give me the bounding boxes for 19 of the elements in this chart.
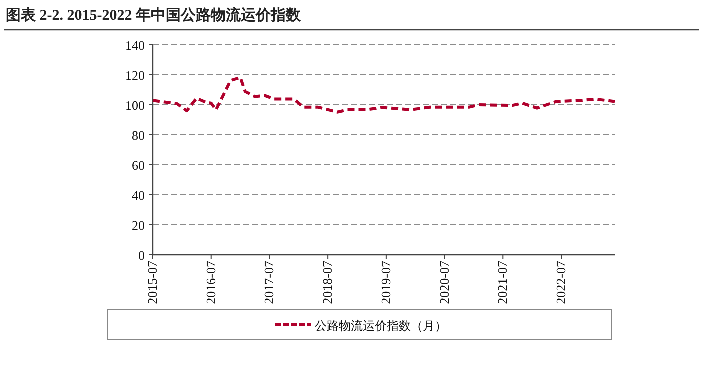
- x-tick-label: 2021-07: [495, 260, 510, 304]
- y-tick-label: 140: [126, 38, 145, 53]
- x-tick-label: 2016-07: [203, 260, 218, 304]
- x-tick-label: 2022-07: [554, 260, 569, 304]
- x-tick-label: 2017-07: [262, 260, 277, 304]
- y-tick-label: 120: [126, 68, 145, 83]
- y-tick-label: 100: [126, 98, 145, 113]
- x-tick-label: 2019-07: [378, 260, 394, 304]
- y-tick-label: 0: [138, 248, 145, 263]
- x-tick-label: 2020-07: [436, 260, 452, 304]
- line-series: [152, 76, 616, 114]
- y-tick-label: 40: [132, 188, 145, 203]
- y-tick-label: 20: [132, 218, 145, 233]
- legend-label: 公路物流运价指数（月）: [315, 319, 447, 333]
- y-tick-label: 60: [132, 158, 145, 173]
- x-tick-label: 2018-07: [320, 260, 336, 304]
- chart-title: 图表 2-2. 2015-2022 年中国公路物流运价指数: [6, 6, 302, 24]
- x-tick-label: 2015-07: [145, 260, 160, 304]
- y-tick-label: 80: [132, 128, 145, 143]
